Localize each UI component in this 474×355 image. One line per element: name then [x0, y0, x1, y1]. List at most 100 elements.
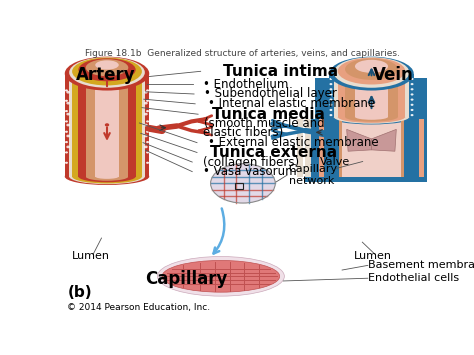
Ellipse shape [146, 89, 149, 92]
Text: • Endothelium: • Endothelium [202, 78, 288, 91]
Polygon shape [136, 84, 142, 174]
Ellipse shape [65, 168, 149, 185]
Polygon shape [72, 84, 78, 174]
Polygon shape [439, 119, 447, 176]
Polygon shape [355, 66, 388, 117]
Ellipse shape [65, 141, 68, 143]
Ellipse shape [69, 169, 145, 184]
Ellipse shape [95, 60, 119, 70]
Ellipse shape [162, 261, 280, 292]
Text: (smooth muscle and: (smooth muscle and [204, 117, 325, 130]
Ellipse shape [337, 58, 405, 84]
Ellipse shape [410, 78, 413, 80]
Ellipse shape [65, 89, 68, 92]
Ellipse shape [345, 112, 398, 122]
Ellipse shape [410, 109, 413, 111]
Polygon shape [334, 72, 410, 117]
Ellipse shape [66, 91, 70, 94]
Ellipse shape [410, 93, 413, 95]
Ellipse shape [144, 102, 148, 104]
Text: Tunica externa: Tunica externa [210, 145, 337, 160]
Polygon shape [65, 73, 149, 176]
Text: Artery: Artery [76, 66, 136, 84]
Ellipse shape [329, 57, 414, 91]
Ellipse shape [105, 123, 109, 126]
Ellipse shape [157, 257, 284, 296]
Ellipse shape [345, 59, 398, 80]
Polygon shape [65, 84, 69, 174]
Ellipse shape [66, 102, 70, 104]
Polygon shape [72, 71, 142, 176]
Polygon shape [95, 65, 119, 176]
Ellipse shape [66, 124, 70, 126]
Ellipse shape [410, 99, 413, 101]
Text: • Subendothelial layer: • Subendothelial layer [204, 87, 337, 100]
Ellipse shape [210, 164, 275, 203]
Ellipse shape [72, 58, 142, 86]
Ellipse shape [69, 57, 145, 88]
Ellipse shape [334, 110, 410, 124]
Polygon shape [305, 78, 438, 182]
Ellipse shape [410, 88, 413, 91]
Text: Valve: Valve [320, 157, 350, 166]
Ellipse shape [144, 113, 148, 115]
Text: Tunica media: Tunica media [212, 107, 325, 122]
Ellipse shape [146, 162, 149, 164]
Ellipse shape [329, 83, 332, 85]
Text: • External elastic membrane: • External elastic membrane [208, 136, 379, 149]
Ellipse shape [329, 78, 332, 80]
Ellipse shape [65, 100, 68, 102]
Ellipse shape [144, 91, 148, 94]
Ellipse shape [78, 58, 136, 81]
Ellipse shape [146, 151, 149, 153]
Ellipse shape [72, 170, 142, 184]
Polygon shape [145, 84, 149, 174]
Text: Lumen: Lumen [355, 251, 392, 261]
Polygon shape [69, 84, 72, 174]
Text: © 2014 Pearson Education, Inc.: © 2014 Pearson Education, Inc. [66, 303, 210, 312]
Text: Basement membrane: Basement membrane [368, 260, 474, 271]
Polygon shape [401, 119, 404, 176]
Polygon shape [339, 119, 342, 176]
Ellipse shape [146, 120, 149, 122]
Polygon shape [432, 119, 438, 176]
Ellipse shape [65, 110, 68, 112]
Ellipse shape [146, 141, 149, 143]
Text: Vein: Vein [373, 66, 414, 84]
Polygon shape [86, 68, 128, 176]
Text: (b): (b) [67, 285, 92, 300]
Polygon shape [78, 70, 136, 176]
Polygon shape [419, 119, 424, 176]
Polygon shape [69, 72, 145, 176]
Ellipse shape [329, 114, 332, 116]
Text: • Vasa vasorum: • Vasa vasorum [202, 165, 296, 178]
Ellipse shape [144, 124, 148, 126]
Ellipse shape [329, 109, 414, 125]
Polygon shape [337, 71, 405, 117]
Polygon shape [319, 119, 324, 176]
Ellipse shape [66, 146, 70, 148]
Polygon shape [372, 129, 396, 151]
Ellipse shape [355, 60, 388, 73]
Ellipse shape [410, 83, 413, 85]
Ellipse shape [65, 57, 149, 91]
Ellipse shape [334, 57, 410, 88]
Ellipse shape [146, 110, 149, 112]
Polygon shape [142, 84, 145, 174]
Ellipse shape [146, 131, 149, 133]
Text: Capillary: Capillary [146, 270, 228, 288]
Polygon shape [119, 84, 128, 174]
Text: (collagen fibers): (collagen fibers) [202, 155, 299, 169]
Ellipse shape [410, 114, 413, 116]
Polygon shape [342, 119, 401, 176]
Ellipse shape [65, 131, 68, 133]
Text: • Internal elastic membrane: • Internal elastic membrane [208, 97, 375, 110]
Text: elastic fibers): elastic fibers) [202, 126, 283, 139]
Polygon shape [329, 73, 414, 117]
Ellipse shape [144, 146, 148, 148]
Ellipse shape [329, 109, 332, 111]
Ellipse shape [337, 111, 405, 123]
Ellipse shape [65, 162, 68, 164]
Polygon shape [305, 119, 310, 176]
Ellipse shape [86, 59, 128, 76]
